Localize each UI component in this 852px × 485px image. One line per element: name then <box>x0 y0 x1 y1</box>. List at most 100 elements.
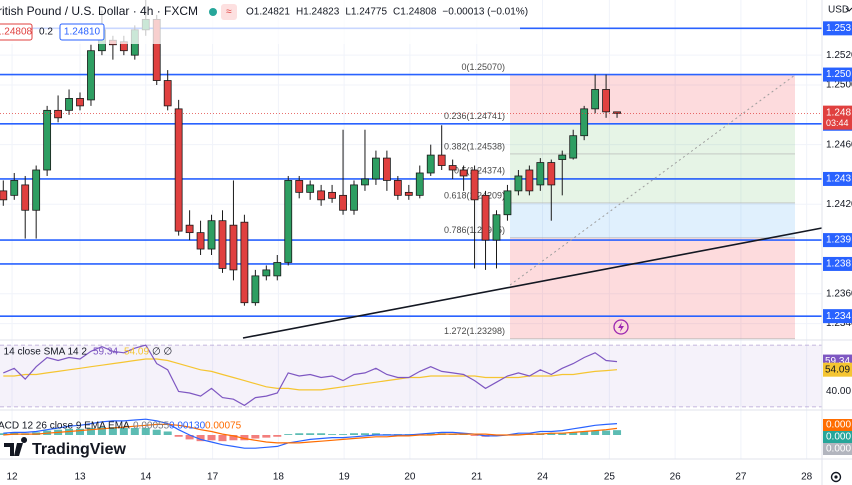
fib-label: 0.236(1.24741) <box>444 111 505 121</box>
market-status[interactable] <box>209 8 217 16</box>
signal-line <box>3 423 618 444</box>
macd-hist-bar <box>108 427 117 435</box>
candle-body <box>404 191 413 196</box>
fib-zone-band <box>510 153 795 179</box>
macd-hist-bar <box>426 433 435 435</box>
symbol-title: ritish Pound / U.S. Dollar · 4h · FXCM <box>0 4 198 18</box>
bid[interactable]: 1.24808 <box>0 27 33 38</box>
gear-icon[interactable] <box>830 471 842 483</box>
brand-icon <box>4 437 28 456</box>
candle-body <box>76 98 84 107</box>
sma-line <box>3 358 618 391</box>
fib-zone-band <box>510 74 795 124</box>
x-tick-label: 27 <box>735 472 747 483</box>
macd-hist-bar <box>569 432 578 435</box>
candle-body <box>65 98 73 111</box>
rsi-legend-value: 54.09 <box>124 347 149 358</box>
grid <box>0 0 822 459</box>
macd-hist-bar <box>470 435 479 436</box>
level-tag-label: 1.238 <box>826 259 851 270</box>
candle-body <box>492 214 501 241</box>
macd-legend-value: 0.00130 <box>169 421 206 432</box>
quote: O1.24821 H1.24823 L1.24775 C1.24808 −0.00013… <box>246 7 528 18</box>
candle-body <box>558 154 567 160</box>
y-tick-label: 1.2460 <box>826 139 852 150</box>
buy-box[interactable] <box>59 23 105 41</box>
fib-label: 0.5(1.24374) <box>454 166 505 176</box>
x-tick-label: 25 <box>604 472 616 483</box>
candle-body <box>415 172 424 196</box>
candle-body <box>372 157 380 180</box>
x-tick-label: 26 <box>670 472 682 483</box>
fib-zone-band <box>510 237 795 339</box>
candle-body <box>306 184 315 193</box>
currency[interactable]: USD <box>828 5 849 16</box>
x-tick-label: 17 <box>207 472 219 483</box>
macd-hist-bar <box>284 434 293 435</box>
fib-zone-band <box>510 178 795 203</box>
rsi-legend-value: 59.34 <box>93 347 118 358</box>
rsi-line <box>3 344 618 407</box>
level-tag <box>823 171 852 186</box>
fib-zone-band <box>510 123 795 154</box>
candle-body <box>426 154 435 174</box>
candle-body <box>470 169 479 201</box>
fib-zone: 0(1.25070) 0.236(1.24741) 0.382(1.24538) 0.… <box>444 62 795 340</box>
macd-hist-bar <box>580 431 589 435</box>
macd-hist-bar <box>306 433 315 435</box>
trend-line <box>242 227 823 339</box>
level-tag-label: 1.253 <box>826 23 851 34</box>
event-icon[interactable] <box>613 319 629 335</box>
x-tick-label: 12 <box>6 472 18 483</box>
macd-hist-bar <box>86 427 95 435</box>
candle-body <box>317 190 326 201</box>
macd-hist-bar <box>558 433 567 435</box>
y-tick-label: 1.2500 <box>826 80 852 91</box>
fib-label: 0(1.25070) <box>461 62 505 72</box>
candle-body <box>10 180 19 196</box>
quote-value: C1.24808 <box>393 7 437 18</box>
level-tag <box>823 233 852 248</box>
gear-center <box>834 475 838 479</box>
quote-value: L1.24775 <box>345 7 387 18</box>
fib-label: 1.272(1.23298) <box>444 326 505 336</box>
ask[interactable]: 1.24810 <box>64 27 101 38</box>
x-tick-label: 14 <box>140 472 152 483</box>
candle-body <box>240 221 249 304</box>
macd-hist-bar <box>141 427 150 435</box>
candle-body <box>481 194 490 241</box>
macd-hist-bar <box>119 427 128 435</box>
price-countdown: 03:44 <box>826 118 849 128</box>
macd-hist-bar <box>602 430 611 435</box>
candle-body <box>218 220 227 269</box>
candle-body <box>459 169 468 177</box>
event-bolt <box>618 322 624 332</box>
candle-body <box>613 111 621 114</box>
candle-body <box>503 190 512 216</box>
candle-body <box>536 162 545 186</box>
candle-body <box>382 157 391 181</box>
data-status[interactable] <box>221 4 237 20</box>
fib-trend-line <box>509 74 796 286</box>
macd-hist-bar <box>339 434 348 435</box>
candle-body <box>0 190 8 201</box>
macd-hist-bar <box>317 433 326 435</box>
macd-hist-bar <box>251 435 260 439</box>
candle-body <box>251 275 260 304</box>
macd-hist-bar <box>371 433 380 435</box>
macd-hist-bar <box>163 431 172 435</box>
rsi-tag-label: 59.34 <box>825 356 850 367</box>
level-tag-label: 1.250 <box>826 69 851 80</box>
settings[interactable] <box>830 471 842 483</box>
rsi-tick-label: 40.00 <box>826 386 851 397</box>
candle-body <box>284 180 293 263</box>
macd-hist-bar <box>207 435 216 441</box>
macd-hist-bar <box>130 427 139 435</box>
candle-body <box>547 162 556 186</box>
candle-body <box>602 89 610 113</box>
candle-body <box>437 154 446 166</box>
data-status-icon: ≈ <box>226 7 232 18</box>
sell-box[interactable] <box>0 23 33 41</box>
